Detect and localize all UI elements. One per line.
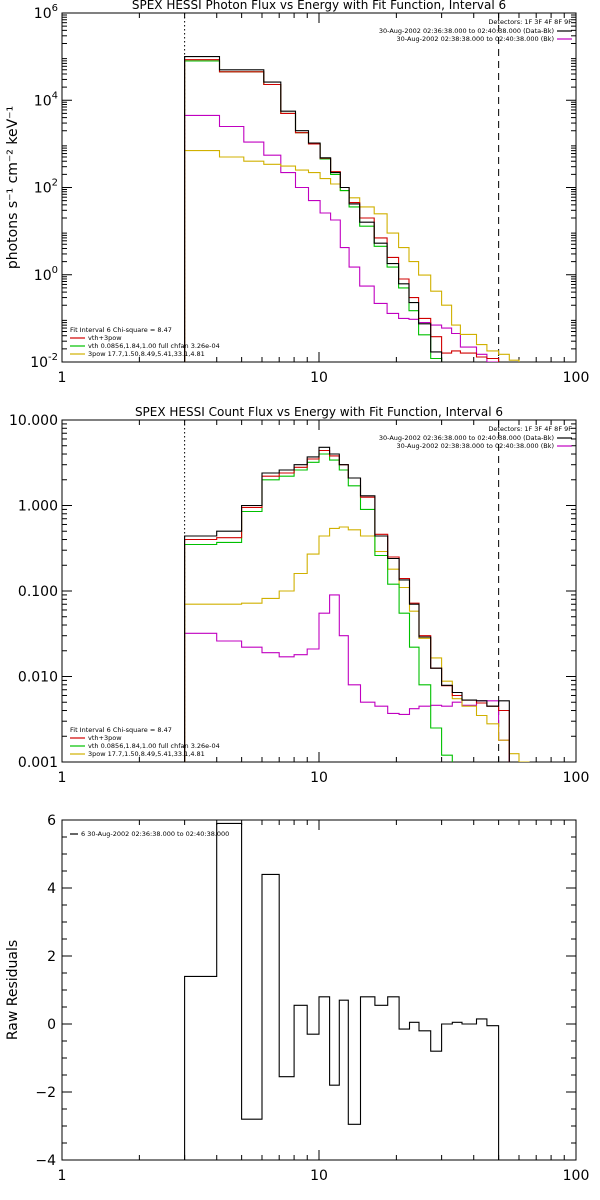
y-tick-label: 1.000 (18, 499, 58, 515)
legend-label: vth 0.0856,1.84,1.00 full chfan 3.26e-04 (88, 342, 220, 350)
series-line-data (184, 446, 510, 762)
x-tick-label: 10 (310, 1168, 328, 1184)
y-tick-label: −2 (35, 1085, 56, 1101)
x-tick-label: 100 (563, 1168, 590, 1184)
legend-fit-header: Fit Interval 6 Chi-square = 8.47 (70, 726, 172, 734)
y-tick-label: 102 (34, 178, 58, 197)
y-tick-label: 10-2 (30, 352, 58, 371)
series-line-3pow (184, 526, 530, 762)
y-tick-label: 0.001 (18, 755, 58, 771)
legend-label: 6 30-Aug-2002 02:36:38.000 to 02:40:38.0… (81, 830, 229, 838)
legend-label: 3pow 17.7,1.50,8.49,5.41,33.1,4.81 (88, 350, 205, 358)
y-tick-label: 4 (47, 881, 56, 897)
x-tick-label: 10 (310, 770, 328, 786)
chart-panel-1: SPEX HESSI Photon Flux vs Energy with Fi… (5, 0, 589, 386)
y-tick-label: 106 (34, 3, 58, 22)
legend-label: 30-Aug-2002 02:38:38.000 to 02:40:38.000… (397, 442, 554, 450)
legend-label: 30-Aug-2002 02:38:38.000 to 02:40:38.000… (397, 35, 554, 43)
series-line-vth (184, 453, 453, 762)
legend-label: vth+3pow (88, 734, 122, 742)
x-tick-label: 1 (58, 770, 67, 786)
legend-label: 3pow 17.7,1.50,8.49,5.41,33.1,4.81 (88, 750, 205, 758)
chart-title: SPEX HESSI Photon Flux vs Energy with Fi… (132, 0, 506, 12)
legend-detectors: Detectors: 1F 3F 4F 8F 9F (488, 18, 572, 26)
legend-detectors: Detectors: 1F 3F 4F 8F 9F (488, 425, 572, 433)
y-tick-label: 0 (47, 1017, 56, 1033)
x-tick-label: 1 (58, 370, 67, 386)
x-tick-label: 100 (563, 370, 590, 386)
series-line-data (184, 56, 452, 362)
chart-panel-3: Raw Residuals 1 10 100 6 4 2 0 −2 −4 6 30-Aug-2002… (5, 813, 589, 1184)
series-line-vth-3pow (184, 59, 500, 362)
x-tick-label: 10 (310, 370, 328, 386)
series-line-vth (184, 60, 443, 362)
series-line-residuals (184, 822, 500, 1160)
series-line-background (184, 594, 510, 762)
y-tick-label: 2 (47, 949, 56, 965)
y-tick-label: 6 (47, 813, 56, 829)
legend-label: vth+3pow (88, 334, 122, 342)
x-tick-label: 100 (563, 770, 590, 786)
y-tick-label: 0.100 (18, 584, 58, 600)
y-tick-label: 100 (34, 265, 58, 284)
legend-label: 30-Aug-2002 02:36:38.000 to 02:40:38.000… (379, 434, 554, 442)
legend-fit-header: Fit Interval 6 Chi-square = 8.47 (70, 326, 172, 334)
y-axis-label: Raw Residuals (5, 940, 21, 1040)
series-line-background (184, 114, 499, 362)
y-tick-label: 10.000 (9, 413, 58, 429)
y-tick-label: 0.010 (18, 670, 58, 686)
y-tick-label: 104 (34, 90, 58, 109)
y-tick-label: −4 (35, 1153, 56, 1169)
x-tick-label: 1 (58, 1168, 67, 1184)
chart-panel-2: SPEX HESSI Count Flux vs Energy with Fit… (9, 405, 589, 786)
y-axis-label: photons s⁻¹ cm⁻² keV⁻¹ (5, 106, 21, 269)
series-line-3pow (184, 150, 520, 362)
series-line-vth-3pow (184, 449, 510, 762)
legend-label: vth 0.0856,1.84,1.00 full chfan 3.26e-04 (88, 742, 220, 750)
legend-label: 30-Aug-2002 02:36:38.000 to 02:40:38.000… (379, 27, 554, 35)
chart-title: SPEX HESSI Count Flux vs Energy with Fit… (135, 405, 503, 419)
